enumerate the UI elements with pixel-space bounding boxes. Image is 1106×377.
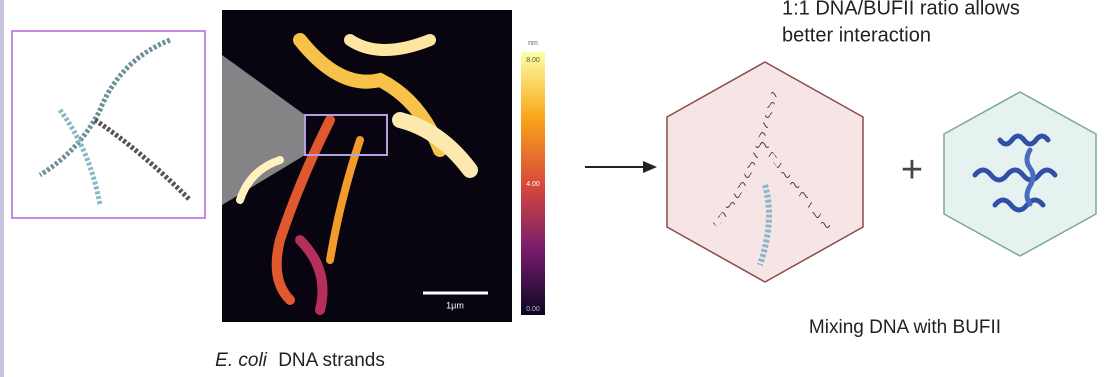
arrow-head	[643, 161, 657, 173]
colorbar-label: 0.00	[526, 306, 540, 313]
organism: E. coli	[215, 350, 268, 371]
plus: +	[901, 149, 923, 191]
scale-bar-label: 1μm	[446, 300, 464, 310]
colorbar-label: 4.00	[526, 181, 540, 188]
header-line: better interaction	[782, 24, 931, 46]
figure: 1μm nm 8.00 4.00 0.00 E. coli DNA strand…	[0, 0, 1106, 377]
colorbar-label: 8.00	[526, 57, 540, 64]
mixing-caption: Mixing DNA with BUFII	[809, 317, 1001, 338]
dna-hexagon	[667, 62, 863, 282]
caption-text: DNA strands	[278, 350, 385, 371]
left-edge	[0, 0, 4, 377]
zoom-box	[12, 31, 205, 218]
header-line: 1:1 DNA/BUFII ratio allows	[782, 0, 1020, 19]
colorbar-unit: nm	[528, 40, 538, 47]
afm-caption: E. coli DNA strands	[215, 350, 385, 371]
